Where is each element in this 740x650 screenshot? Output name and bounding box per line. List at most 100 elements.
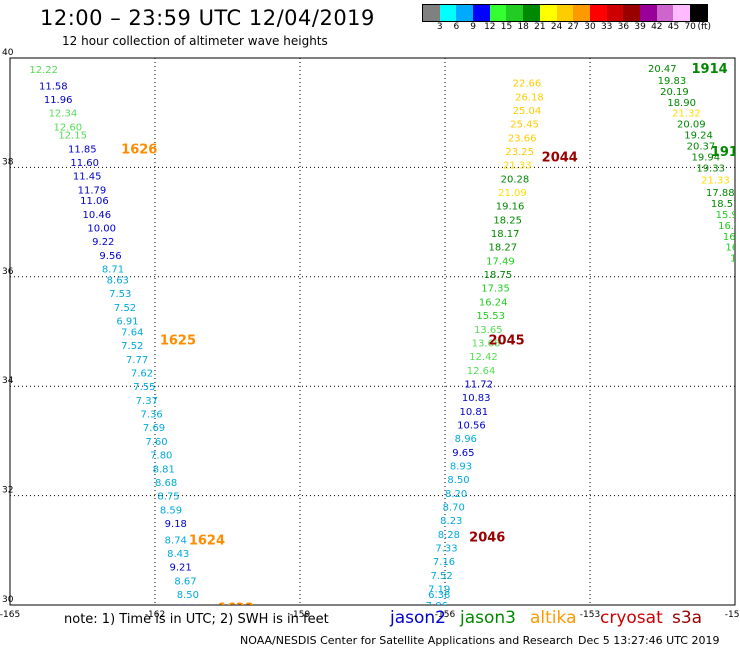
swh-value: 8.50	[447, 475, 469, 486]
footer-date: Dec 5 13:27:46 UTC 2019	[578, 634, 720, 647]
swh-value: 7.53	[109, 289, 131, 300]
swh-value: 13.65	[474, 325, 503, 336]
pass-time-label: 1624	[189, 533, 225, 548]
swh-value: 8.20	[445, 489, 467, 500]
swh-value: 7.69	[143, 423, 165, 434]
swh-value: 11.72	[464, 379, 493, 390]
swh-value: 7.62	[131, 369, 153, 380]
swh-value: 8.23	[440, 516, 462, 527]
colorbar-swatch	[456, 5, 474, 21]
swh-value: 10.83	[462, 393, 491, 404]
swh-value: 11.45	[73, 172, 102, 183]
colorbar-tick-label: 18	[517, 22, 529, 32]
colorbar-swatch	[489, 5, 507, 21]
swh-value: 7.16	[433, 557, 455, 568]
satellite-legend-item: jason2	[390, 608, 446, 628]
x-tick-label: -162	[145, 610, 165, 620]
colorbar-tick-label: 24	[550, 22, 563, 32]
swh-value: 7.33	[435, 544, 457, 555]
satellite-legend-item: jason3	[460, 608, 516, 628]
swh-value: 12.34	[49, 109, 78, 120]
footer-credit: NOAA/NESDIS Center for Satellite Applica…	[240, 634, 574, 647]
colorbar-swatch	[473, 5, 490, 21]
swh-value: 16.3	[723, 232, 740, 243]
swh-value: 7.52	[431, 571, 453, 582]
swh-value: 8.59	[160, 505, 182, 516]
swh-value: 18.25	[493, 215, 522, 226]
colorbar-tick-label: 70	[684, 22, 696, 32]
swh-value: 21.32	[672, 109, 701, 120]
swh-value: 12.64	[467, 366, 496, 377]
swh-value: 8.71	[102, 265, 124, 276]
swh-value: 20.19	[660, 87, 689, 98]
swh-value: 26.18	[515, 92, 544, 103]
colorbar-swatch	[423, 5, 440, 21]
swh-value: 18.57	[711, 199, 740, 210]
swh-value: 6.38	[428, 590, 450, 601]
swh-value: 17.88	[706, 188, 735, 199]
swh-value: 10.81	[460, 407, 489, 418]
units-note: note: 1) Time is in UTC; 2) SWH is in fe…	[64, 612, 329, 627]
swh-value: 7.37	[136, 396, 158, 407]
swh-value: 10.46	[83, 210, 112, 221]
colorbar-swatch	[523, 5, 540, 21]
pass-time-label: 1623	[218, 602, 254, 617]
colorbar-tick-label: 15	[500, 22, 513, 32]
swh-value: 7.19	[428, 585, 450, 596]
swh-value: 17.35	[481, 284, 510, 295]
map-frame	[9, 57, 736, 606]
swh-value: 8.43	[167, 549, 189, 560]
y-tick-label: 38	[2, 157, 14, 167]
swh-value: 18.90	[667, 98, 696, 109]
swh-value: 9.65	[452, 448, 474, 459]
swh-value: 11.06	[80, 196, 109, 207]
swh-value: 7.77	[126, 355, 148, 366]
swh-value: 16.97	[718, 221, 740, 232]
swh-value: 20.37	[687, 142, 716, 153]
swh-value: 11.85	[68, 144, 97, 155]
swh-value: 8.50	[177, 590, 199, 601]
swh-value: 16.	[725, 243, 740, 254]
swh-value: 12.60	[54, 122, 83, 133]
swh-value: 19.83	[658, 76, 687, 87]
colorbar-tick-label: 30	[584, 22, 596, 32]
colorbar-tick-label: 27	[567, 22, 580, 32]
pass-time-label: 2044	[542, 150, 578, 165]
colorbar-swatch	[573, 5, 590, 21]
swh-value: 17.49	[486, 256, 515, 267]
swh-value: 18.17	[491, 229, 520, 240]
swh-value: 8.70	[443, 503, 465, 514]
swh-value: 16.24	[479, 297, 508, 308]
colorbar-tick-label: 12	[484, 22, 496, 32]
colorbar-tick-label: 36	[617, 22, 630, 32]
wave-height-colorbar	[422, 4, 708, 22]
swh-value: 7.60	[145, 437, 167, 448]
y-tick-label: 32	[2, 486, 13, 496]
swh-value: 22.66	[513, 79, 542, 90]
swh-value: 7.86	[426, 601, 448, 612]
x-tick-label: -150	[725, 610, 740, 620]
swh-value: 20.09	[677, 120, 706, 131]
swh-value: 8.96	[455, 434, 477, 445]
y-tick-label: 40	[2, 48, 14, 58]
colorbar-tick-label: 21	[534, 22, 546, 32]
swh-value: 7.36	[141, 410, 163, 421]
swh-value: 23.25	[505, 147, 534, 158]
swh-value: 8.81	[153, 464, 175, 475]
colorbar-swatch	[539, 5, 557, 21]
colorbar-swatch	[623, 5, 640, 21]
x-tick-label: -153	[580, 610, 600, 620]
swh-value: 8.67	[174, 576, 196, 587]
swh-value: 18.75	[484, 270, 513, 281]
swh-value: 15.94	[716, 210, 740, 221]
swh-value: 16	[730, 254, 740, 265]
swh-value: 20.28	[501, 174, 530, 185]
swh-value: 7.52	[121, 341, 143, 352]
swh-value: 10.56	[457, 420, 486, 431]
y-tick-label: 36	[2, 267, 14, 277]
swh-value: 21.09	[498, 188, 527, 199]
swh-value: 6.91	[116, 317, 138, 328]
colorbar-unit-label: (ft)	[697, 22, 711, 32]
pass-time-label: 1915	[711, 145, 740, 160]
